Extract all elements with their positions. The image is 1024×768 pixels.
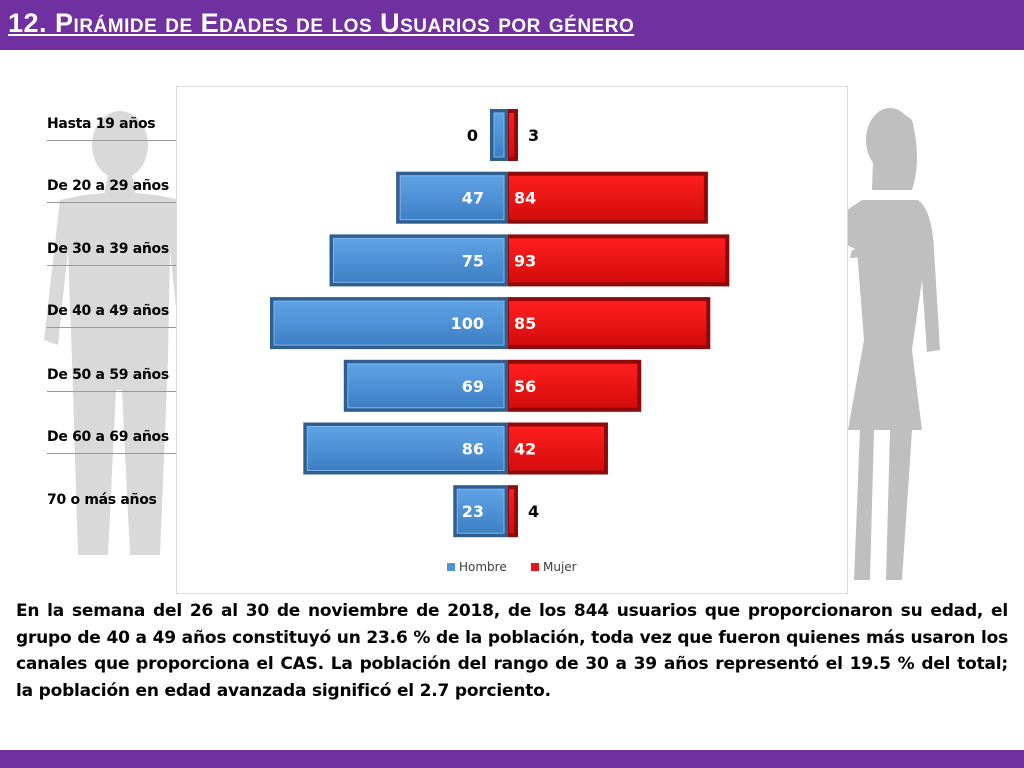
category-label-20-29: De 20 a 29 años <box>47 178 197 203</box>
category-label-30-39: De 30 a 39 años <box>47 241 197 266</box>
label-hombre-de-60-a-69-anos: 86 <box>462 440 484 459</box>
bar-hombre-de-20-a-29-anos <box>399 175 505 221</box>
label-mujer-de-40-a-49-anos: 85 <box>514 314 536 333</box>
description-paragraph: En la semana del 26 al 30 de noviembre d… <box>16 601 1008 701</box>
bar-hombre-de-30-a-39-anos <box>333 237 505 283</box>
label-mujer-hasta-19-anos: 3 <box>528 126 539 145</box>
bar-mujer-de-40-a-49-anos <box>509 301 707 346</box>
label-mujer-de-60-a-69-anos: 42 <box>514 440 536 459</box>
bar-mujer-de-50-a-59-anos <box>509 363 638 408</box>
bar-mujer-hasta-19-anos <box>509 113 514 157</box>
pyramid-chart: 0 3 47 84 75 93 100 85 69 56 86 42 23 4 Hombre Mujer <box>176 86 848 594</box>
bar-hombre-de-40-a-49-anos <box>273 300 505 346</box>
bar-mujer-de-60-a-69-anos <box>509 426 604 471</box>
category-label-40-49: De 40 a 49 años <box>47 303 197 328</box>
label-hombre-de-20-a-29-anos: 47 <box>462 189 484 208</box>
bar-mujer-70-o-mas-anos <box>509 489 514 534</box>
label-mujer-70-o-mas-anos: 4 <box>528 502 539 521</box>
slide-title: 12. Pirámide de Edades de los Usuarios p… <box>8 8 635 38</box>
title-bar: 12. Pirámide de Edades de los Usuarios p… <box>0 0 1024 50</box>
label-mujer-de-20-a-29-anos: 84 <box>514 189 536 208</box>
female-silhouette-image <box>767 108 940 580</box>
legend-swatch-mujer <box>531 563 539 571</box>
label-mujer-de-30-a-39-anos: 93 <box>514 251 536 270</box>
legend-label-mujer: Mujer <box>543 560 577 574</box>
bar-mujer-de-20-a-29-anos <box>509 175 704 220</box>
label-hombre-hasta-19-anos: 0 <box>467 126 478 145</box>
legend-swatch-hombre <box>447 563 455 571</box>
label-hombre-70-o-mas-anos: 23 <box>462 502 484 521</box>
category-label-hasta-19: Hasta 19 años <box>47 116 197 141</box>
label-hombre-de-30-a-39-anos: 75 <box>462 251 484 270</box>
bar-hombre-hasta-19-anos <box>493 112 505 158</box>
label-hombre-de-40-a-49-anos: 100 <box>451 314 484 333</box>
bar-hombre-de-60-a-69-anos <box>306 426 505 471</box>
bar-hombre-de-50-a-59-anos <box>347 363 505 409</box>
male-silhouette-image <box>44 111 195 555</box>
bar-hombre-70-o-mas-anos <box>456 488 505 534</box>
pyramid-chart-svg: 0 3 47 84 75 93 100 85 69 56 86 42 23 4 Hombre Mujer <box>270 109 730 574</box>
legend-label-hombre: Hombre <box>459 560 507 574</box>
category-label-70-mas: 70 o más años <box>47 492 157 508</box>
bar-mujer-de-30-a-39-anos <box>509 238 726 283</box>
category-label-50-59: De 50 a 59 años <box>47 367 197 392</box>
bottom-bar <box>0 750 1024 768</box>
label-hombre-de-50-a-59-anos: 69 <box>462 377 484 396</box>
category-label-60-69: De 60 a 69 años <box>47 429 197 454</box>
label-mujer-de-50-a-59-anos: 56 <box>514 377 536 396</box>
